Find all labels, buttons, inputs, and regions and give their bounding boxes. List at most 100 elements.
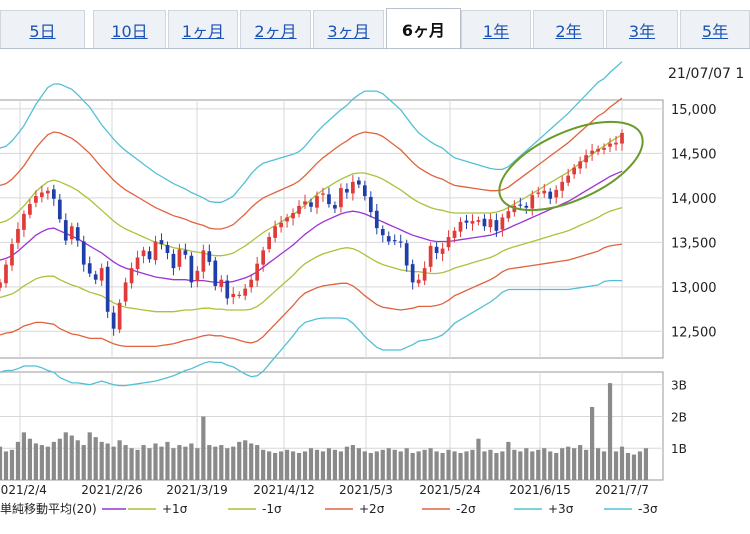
volume-bar [93, 437, 98, 480]
candle [362, 180, 367, 201]
candle [530, 190, 535, 216]
tab-5[interactable]: 3ヶ月 [313, 10, 384, 48]
candle [75, 222, 80, 247]
candle-body [321, 193, 325, 195]
volume-bar [135, 449, 140, 480]
volume-bar [440, 453, 445, 480]
volume-bar [302, 451, 308, 480]
tab-1[interactable]: 5日 [0, 10, 85, 48]
legend-item: 単純移動平均(20) [0, 502, 126, 516]
date-tick-label: 2021/6/15 [509, 483, 571, 497]
tab-7[interactable]: 1年 [461, 10, 531, 48]
candle [309, 198, 313, 213]
candle-body [28, 204, 32, 215]
candle [40, 185, 44, 203]
legend-label: +1σ [162, 502, 188, 516]
tab-9[interactable]: 3年 [606, 10, 678, 48]
candle [339, 183, 343, 213]
tab-3[interactable]: 1ヶ月 [168, 10, 238, 48]
volume-bar [398, 451, 403, 480]
volume-bar [57, 438, 62, 480]
candle-body [434, 246, 439, 254]
volume-tick-label: 2B [671, 410, 687, 424]
candle-body [22, 213, 26, 230]
candle [129, 262, 134, 289]
candle-body [201, 250, 206, 272]
tab-10[interactable]: 5年 [680, 10, 750, 48]
legend-item: -2σ [422, 502, 476, 516]
candle-body [219, 279, 224, 287]
tab-2[interactable]: 10日 [93, 10, 166, 48]
volume-bar [183, 446, 188, 480]
candle-body [279, 222, 283, 228]
candle-body [63, 220, 68, 241]
minus-2-sigma-line [0, 243, 623, 348]
volume-bar [165, 441, 170, 480]
volume-bar [231, 446, 236, 480]
candle-body [494, 220, 499, 231]
volume-bar [63, 432, 68, 480]
candle-body [392, 240, 397, 242]
volume-bar [117, 440, 122, 480]
candle-body [500, 217, 505, 230]
volume-bar [195, 448, 200, 480]
volume-bar [69, 435, 74, 480]
candle [602, 143, 606, 155]
candle [189, 252, 194, 288]
volume-bar [3, 451, 9, 480]
volume-bar [404, 448, 409, 480]
candle [488, 213, 493, 233]
tab-4[interactable]: 2ヶ月 [240, 10, 311, 48]
candle-body [572, 167, 577, 175]
candle [620, 129, 624, 151]
volume-bar [601, 451, 607, 480]
candle [87, 256, 92, 278]
volume-bar [21, 432, 27, 480]
volume-bar [619, 446, 625, 480]
tab-6[interactable]: 6ヶ月 [386, 8, 461, 50]
candle-body [171, 253, 176, 269]
volume-bar [273, 453, 278, 480]
candle-body [560, 181, 565, 191]
candle-body [147, 251, 152, 260]
volume-bar [542, 448, 547, 480]
candle [374, 204, 379, 235]
volume-bar [207, 445, 212, 480]
tab-8[interactable]: 2年 [533, 10, 604, 48]
price-tick-label: 15,000 [671, 103, 717, 118]
candle [524, 202, 529, 214]
volume-bar [189, 443, 194, 480]
candle [16, 222, 20, 250]
candle [333, 201, 337, 213]
candle-body [339, 188, 343, 208]
volume-bar [607, 383, 613, 480]
volume-bar [213, 446, 218, 480]
candle-body [620, 132, 624, 144]
candle-body [614, 142, 618, 145]
candle [608, 137, 612, 153]
candle [63, 213, 68, 246]
candle [464, 214, 469, 229]
candle [452, 227, 457, 243]
candle-body [10, 244, 14, 266]
candle-body [488, 219, 493, 228]
volume-bar [296, 453, 302, 480]
candle [99, 263, 104, 286]
volume-bar [141, 445, 146, 480]
candle-body [81, 241, 86, 265]
legend-item: +1σ [128, 502, 188, 516]
volume-bar [643, 448, 649, 480]
candle-body [141, 250, 146, 257]
volume-bar [584, 449, 589, 480]
highlight-ellipse [498, 120, 644, 212]
date-tick-label: 2021/7/7 [595, 483, 649, 497]
candle [201, 244, 206, 279]
candle [554, 185, 559, 204]
candle-body [225, 280, 230, 299]
candle-body [356, 180, 361, 185]
candle [380, 225, 385, 243]
volume-bar [446, 449, 451, 480]
volume-bar [416, 451, 421, 480]
volume-bar [530, 451, 535, 480]
